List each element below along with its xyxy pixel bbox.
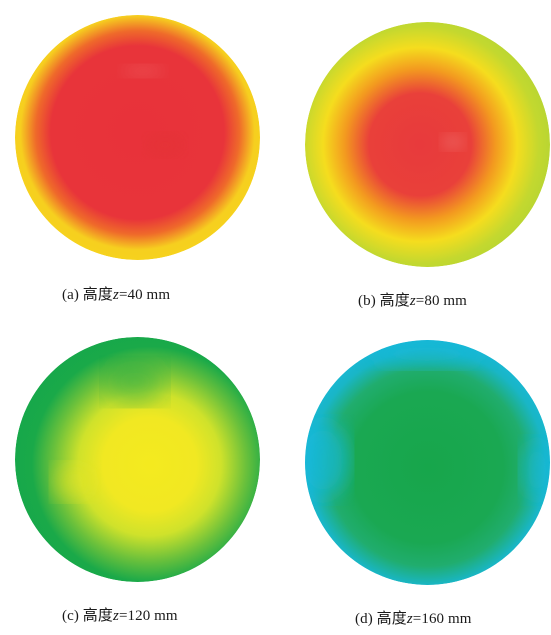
caption-b-prefix: (b) 高度	[358, 293, 410, 309]
contour-plot-a	[15, 15, 260, 260]
caption-d: (d) 高度z=160 mm	[355, 607, 472, 628]
caption-a-prefix: (a) 高度	[62, 287, 113, 303]
caption-a-value: =40 mm	[118, 287, 171, 303]
caption-a-variable: z	[113, 287, 119, 303]
caption-b-variable: z	[409, 293, 416, 309]
caption-d-variable: z	[406, 611, 413, 627]
caption-c: (c) 高度z=120 mm	[62, 604, 178, 625]
contour-plot-c	[15, 337, 260, 582]
caption-c-prefix: (c) 高度	[62, 608, 113, 624]
contour-plot-c-graphic	[15, 337, 260, 582]
caption-d-prefix: (d) 高度	[355, 611, 407, 627]
caption-b-value: =80 mm	[415, 293, 467, 309]
contour-plot-b-graphic	[305, 22, 550, 267]
caption-b: (b) 高度z=80 mm	[358, 289, 467, 310]
caption-a: (a) 高度z=40 mm	[62, 283, 170, 304]
contour-plot-b	[305, 22, 550, 267]
caption-c-value: =120 mm	[118, 608, 178, 624]
contour-plot-d	[305, 340, 550, 585]
caption-d-value: =160 mm	[412, 611, 472, 627]
contour-plot-d-graphic	[305, 340, 550, 585]
contour-plot-a-graphic	[15, 15, 260, 260]
caption-c-variable: z	[113, 608, 119, 624]
